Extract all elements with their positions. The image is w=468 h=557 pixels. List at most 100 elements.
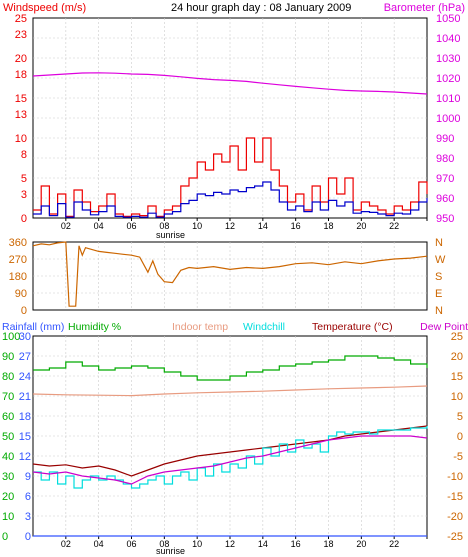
compass-label: N: [435, 237, 443, 249]
legend-temperature: Temperature (°C): [312, 321, 393, 333]
x-tick-label: 04: [94, 539, 104, 549]
windspeed-tick-label: 8: [21, 149, 27, 161]
series-humidity: [33, 355, 428, 381]
direction-tick-label: 180: [9, 271, 27, 283]
windspeed-tick-label: 18: [15, 69, 27, 81]
series-barometer: [32, 72, 428, 95]
legend-rainfall: Rainfall (mm): [2, 321, 64, 333]
rain-tick-label: 27: [19, 351, 31, 363]
compass-label: W: [435, 254, 446, 266]
x-tick-label: 20: [356, 221, 366, 231]
windspeed-tick-label: 25: [15, 13, 27, 25]
series-indoor-temp: [32, 385, 428, 397]
windspeed-tick-label: 0: [21, 213, 27, 225]
temperature-tick-label: -15: [447, 491, 463, 503]
x-tick-label: 22: [389, 539, 399, 549]
series-wind-direction: [32, 241, 428, 307]
temperature-tick-label: -10: [447, 471, 463, 483]
bottom-series: [32, 355, 428, 537]
x-tick-label: 04: [94, 221, 104, 231]
windspeed-tick-label: 20: [15, 53, 27, 65]
x-tick-label: 16: [291, 221, 301, 231]
barometer-tick-label: 990: [436, 133, 454, 145]
compass-label: S: [435, 271, 442, 283]
x-tick-label: 20: [356, 539, 366, 549]
humidity-tick-label: 100: [2, 331, 20, 343]
x-tick-label: 12: [225, 539, 235, 549]
direction-series: [32, 241, 428, 307]
rain-tick-labels: 0 3 6 9 12 15 18 21 24 27 30: [19, 331, 31, 543]
top-x-tick-labels: 02 04 06 08 10 12 14 16 18 20 22: [61, 218, 428, 231]
direction-tick-label: 360: [9, 237, 27, 249]
direction-tick-label: 0: [21, 305, 27, 317]
x-tick-label: 14: [258, 221, 268, 231]
x-tick-label: 18: [323, 539, 333, 549]
temperature-tick-label: 15: [451, 371, 463, 383]
x-tick-label: 22: [389, 221, 399, 231]
legend-indoor-temp: Indoor temp: [172, 321, 228, 333]
x-tick-label: 14: [258, 539, 268, 549]
top-grid: [33, 18, 427, 218]
temperature-tick-labels: -25 -20 -15 -10 -5 0 5 10 15 20 25: [447, 331, 463, 543]
x-tick-label: 08: [159, 539, 169, 549]
rain-tick-label: 0: [25, 531, 31, 543]
x-tick-label: 16: [291, 539, 301, 549]
legend-humidity: Humidity %: [68, 321, 121, 333]
humidity-tick-label: 50: [2, 431, 14, 443]
humidity-tick-label: 60: [2, 411, 14, 423]
legend-windchill: Windchill: [243, 321, 285, 333]
series-wind: [33, 181, 428, 218]
rain-tick-label: 6: [25, 491, 31, 503]
windspeed-tick-label: 5: [21, 173, 27, 185]
x-tick-label: 02: [61, 539, 71, 549]
barometer-axis-title: Barometer (hPa): [384, 2, 465, 14]
barometer-tick-label: 950: [436, 213, 454, 225]
barometer-tick-label: 1000: [436, 113, 460, 125]
direction-left-tick-labels: 0 90 180 270 360: [9, 237, 27, 317]
rain-tick-label: 21: [19, 391, 31, 403]
temperature-tick-label: -25: [447, 531, 463, 543]
compass-label: N: [435, 305, 443, 317]
rain-tick-label: 30: [19, 331, 31, 343]
humidity-tick-label: 30: [2, 471, 14, 483]
barometer-tick-label: 980: [436, 153, 454, 165]
top-left-tick-labels: 0 3 5 8 10 13 15 18 20 23 25: [15, 13, 27, 225]
barometer-tick-label: 1050: [436, 13, 460, 25]
x-tick-label: 08: [159, 221, 169, 231]
humidity-tick-label: 40: [2, 451, 14, 463]
windspeed-axis-title: Windspeed (m/s): [3, 2, 86, 14]
series-dew-point: [32, 435, 428, 485]
barometer-tick-label: 1010: [436, 93, 460, 105]
windspeed-tick-label: 13: [15, 109, 27, 121]
barometer-tick-label: 960: [436, 193, 454, 205]
windspeed-tick-label: 10: [15, 133, 27, 145]
direction-grid: [33, 242, 427, 310]
series-temperature-c: [32, 425, 428, 477]
x-tick-label: 12: [225, 221, 235, 231]
humidity-tick-label: 90: [2, 351, 14, 363]
temperature-tick-label: 5: [457, 411, 463, 423]
legend-dew-point: Dew Point: [420, 321, 468, 333]
rain-tick-label: 18: [19, 411, 31, 423]
windspeed-tick-label: 15: [15, 93, 27, 105]
temperature-tick-label: 0: [457, 431, 463, 443]
chart-title: 24 hour graph day : 08 January 2009: [171, 2, 351, 14]
top-right-tick-labels: 950 960 970 980 990 1000 1010 1020 1030 1040 1050: [436, 13, 460, 225]
sunrise-label-bottom: sunrise: [156, 546, 185, 556]
barometer-tick-label: 1030: [436, 53, 460, 65]
temperature-tick-label: 25: [451, 331, 463, 343]
humidity-tick-label: 0: [2, 531, 8, 543]
x-tick-label: 02: [61, 221, 71, 231]
humidity-tick-label: 10: [2, 511, 14, 523]
x-tick-label: 10: [192, 221, 202, 231]
x-tick-label: 06: [126, 539, 136, 549]
series-gust: [33, 137, 428, 217]
sunrise-label-top: sunrise: [156, 230, 185, 240]
x-tick-label: 18: [323, 221, 333, 231]
rain-tick-label: 3: [25, 511, 31, 523]
temperature-tick-label: 20: [451, 351, 463, 363]
x-tick-label: 06: [126, 221, 136, 231]
humidity-tick-label: 20: [2, 491, 14, 503]
